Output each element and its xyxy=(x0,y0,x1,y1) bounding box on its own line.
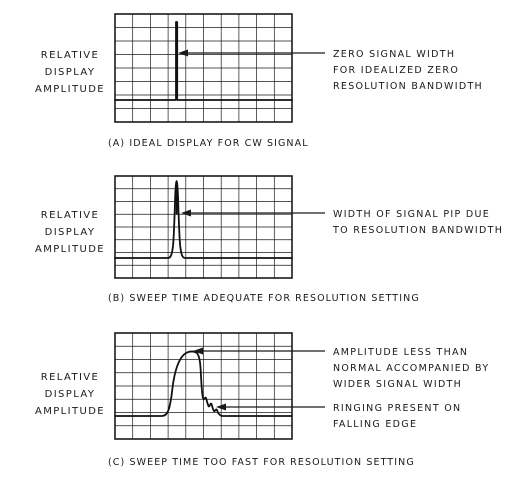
panel-c-callout-amplitude: AMPLITUDE LESS THAN NORMAL ACCOMPANIED B… xyxy=(193,347,489,390)
panel-b-annotation-line-2: TO RESOLUTION BANDWIDTH xyxy=(332,225,503,236)
panel-b-screen xyxy=(114,175,293,279)
panel-c-arrowhead-2 xyxy=(216,403,226,411)
panel-a-ylabel-line-3: AMPLITUDE xyxy=(35,84,105,95)
panel-c-annotation-1-line-3: WIDER SIGNAL WIDTH xyxy=(333,379,462,390)
panel-a-screen xyxy=(114,13,293,123)
panel-b-callout: WIDTH OF SIGNAL PIP DUE TO RESOLUTION BA… xyxy=(181,209,503,236)
panel-c-annotation-1-line-2: NORMAL ACCOMPANIED BY xyxy=(333,363,489,374)
panel-a-caption: (A) IDEAL DISPLAY FOR CW SIGNAL xyxy=(108,138,309,149)
panel-a-trace xyxy=(114,21,293,101)
panel-a-ylabel: RELATIVE DISPLAY AMPLITUDE xyxy=(35,50,105,95)
panel-a: RELATIVE DISPLAY AMPLITUDE xyxy=(35,13,483,149)
panel-b-arrowhead xyxy=(181,209,191,217)
panel-c-ylabel-line-2: DISPLAY xyxy=(45,389,96,400)
panel-b-ylabel-line-2: DISPLAY xyxy=(45,227,96,238)
panel-c-annotation-2-line-1: RINGING PRESENT ON xyxy=(333,403,461,414)
panel-a-ylabel-line-1: RELATIVE xyxy=(41,50,100,61)
panel-a-annotation-line-3: RESOLUTION BANDWIDTH xyxy=(333,81,483,92)
panel-a-annotation-line-1: ZERO SIGNAL WIDTH xyxy=(333,49,455,60)
panel-c-trace xyxy=(114,350,293,417)
panel-c-screen xyxy=(114,332,293,440)
panel-c-arrowhead-1 xyxy=(193,347,203,355)
panel-b: RELATIVE DISPLAY AMPLITUDE xyxy=(35,175,503,304)
panel-c-callout-ringing: RINGING PRESENT ON FALLING EDGE xyxy=(216,403,461,430)
panel-c-ylabel: RELATIVE DISPLAY AMPLITUDE xyxy=(35,372,105,417)
panel-c-graticule xyxy=(115,333,292,439)
panel-b-annotation-line-1: WIDTH OF SIGNAL PIP DUE xyxy=(333,209,490,220)
panel-c-annotation-2-line-2: FALLING EDGE xyxy=(333,419,417,430)
panel-c-ylabel-line-3: AMPLITUDE xyxy=(35,406,105,417)
panel-a-arrowhead xyxy=(178,49,188,57)
panel-a-graticule xyxy=(115,14,292,122)
panel-b-ylabel: RELATIVE DISPLAY AMPLITUDE xyxy=(35,210,105,255)
panel-a-annotation-line-2: FOR IDEALIZED ZERO xyxy=(333,65,459,76)
panel-b-ylabel-line-3: AMPLITUDE xyxy=(35,244,105,255)
panel-c-ylabel-line-1: RELATIVE xyxy=(41,372,100,383)
panel-c-caption: (C) SWEEP TIME TOO FAST FOR RESOLUTION S… xyxy=(108,457,415,468)
panel-c: RELATIVE DISPLAY AMPLITUDE xyxy=(35,332,489,468)
panel-c-annotation-1-line-1: AMPLITUDE LESS THAN xyxy=(333,347,468,358)
panel-a-callout: ZERO SIGNAL WIDTH FOR IDEALIZED ZERO RES… xyxy=(178,49,483,92)
panel-b-caption: (B) SWEEP TIME ADEQUATE FOR RESOLUTION S… xyxy=(108,293,420,304)
panel-b-graticule xyxy=(115,176,292,278)
panel-a-ylabel-line-2: DISPLAY xyxy=(45,67,96,78)
panel-b-trace xyxy=(114,180,293,259)
panel-b-ylabel-line-1: RELATIVE xyxy=(41,210,100,221)
